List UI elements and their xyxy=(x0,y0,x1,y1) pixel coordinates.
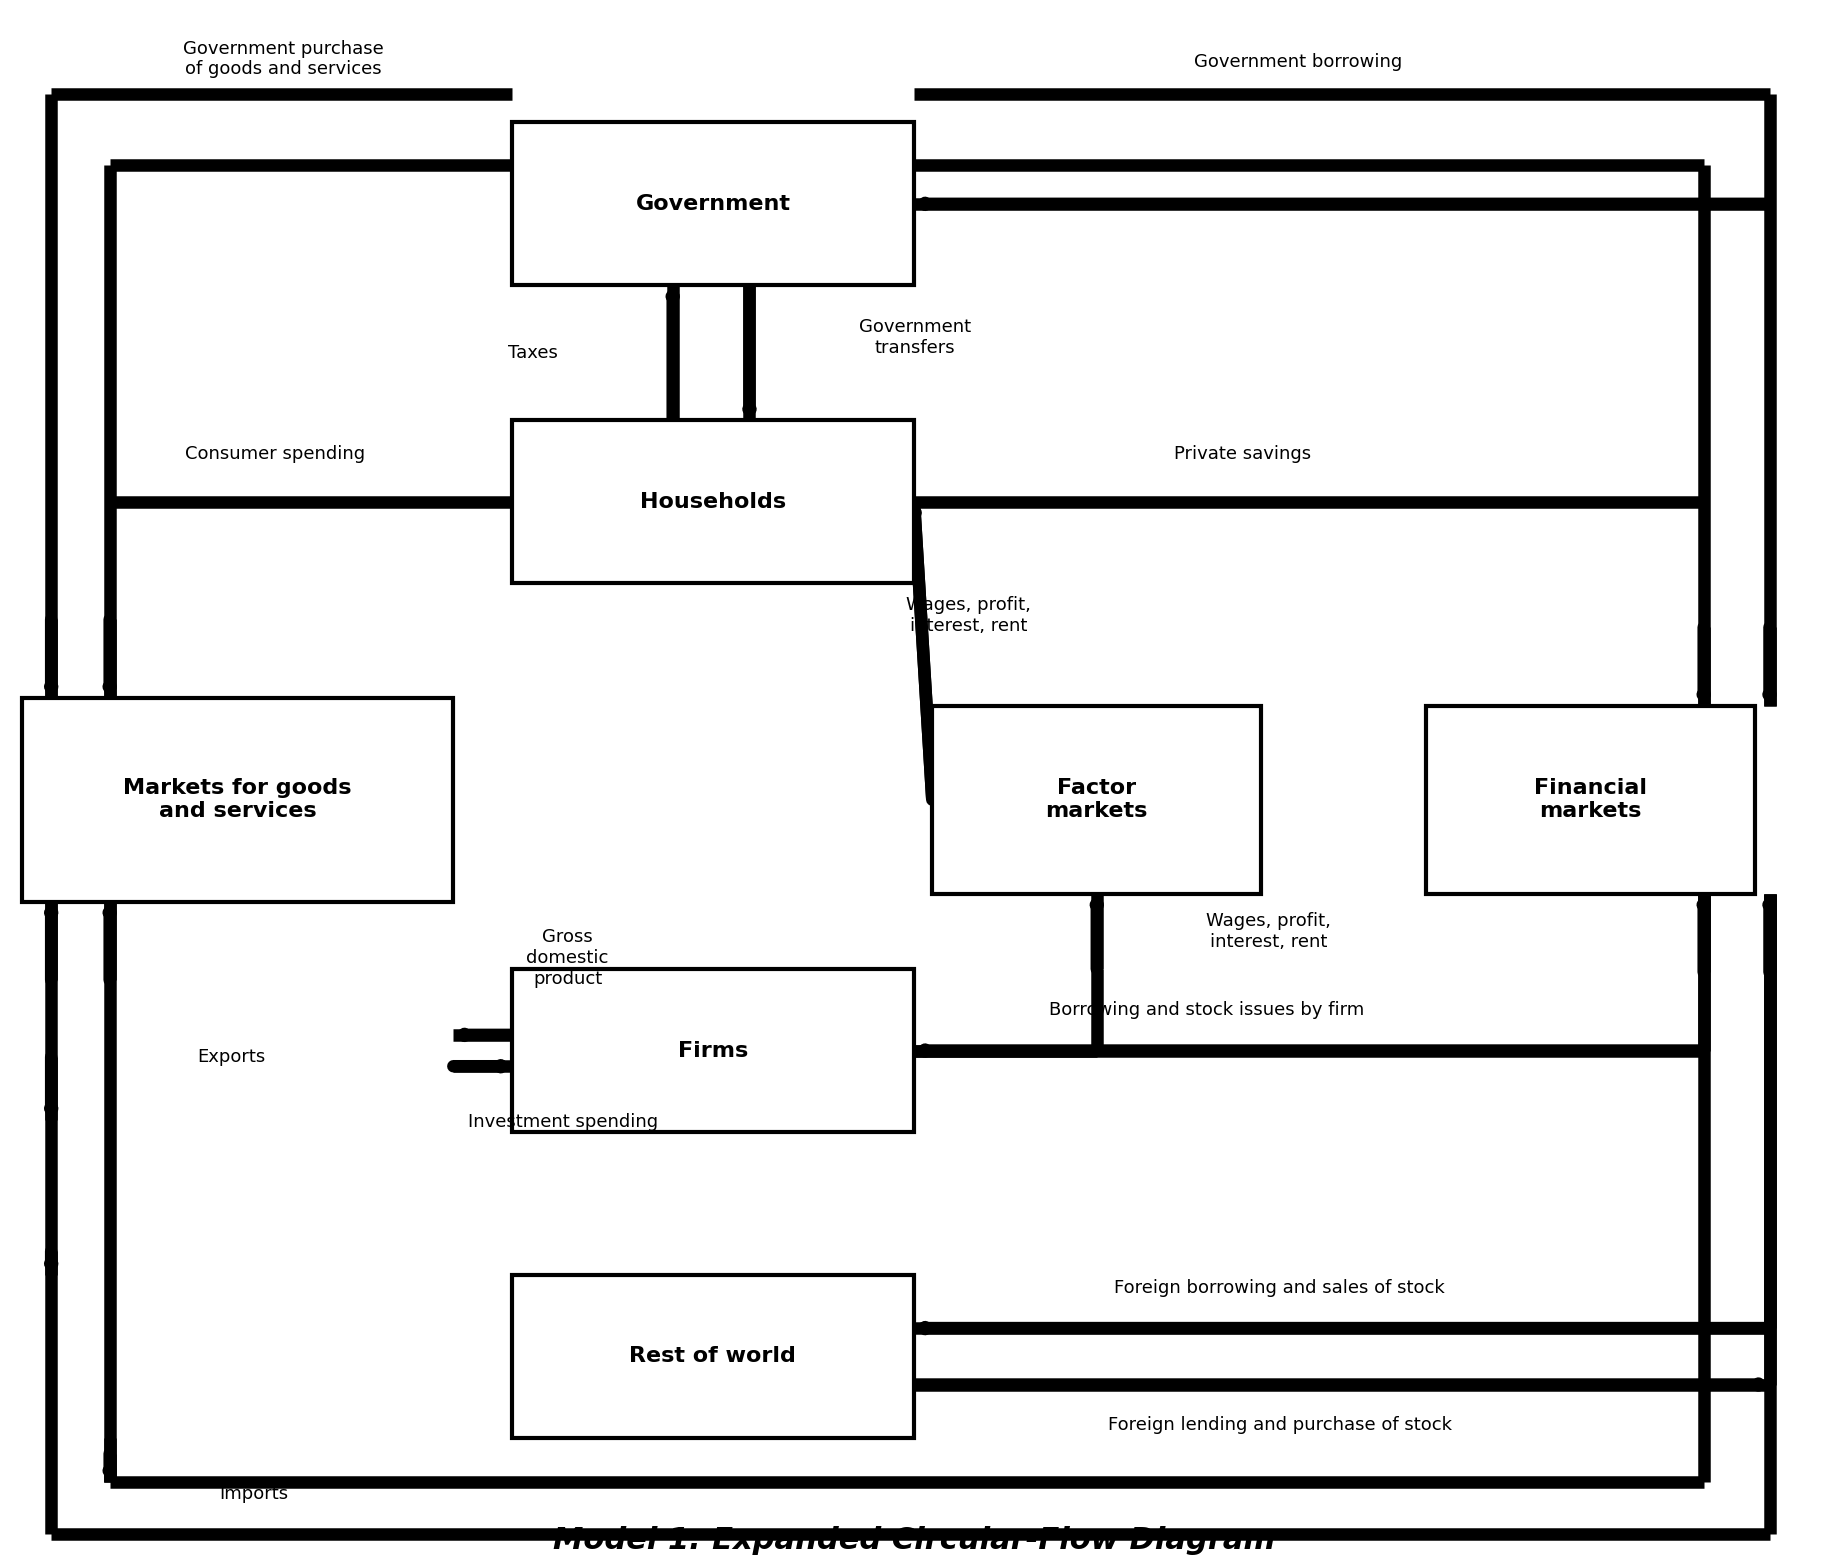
Text: Gross
domestic
product: Gross domestic product xyxy=(526,928,609,988)
Text: Wages, profit,
interest, rent: Wages, profit, interest, rent xyxy=(1206,913,1331,950)
Text: Households: Households xyxy=(640,492,786,511)
FancyBboxPatch shape xyxy=(22,698,453,902)
Text: Markets for goods
and services: Markets for goods and services xyxy=(124,778,351,822)
Text: Rest of world: Rest of world xyxy=(629,1347,797,1366)
Text: Consumer spending: Consumer spending xyxy=(185,445,366,463)
Text: Government borrowing: Government borrowing xyxy=(1194,53,1402,71)
Text: Investment spending: Investment spending xyxy=(468,1113,658,1131)
Text: Wages, profit,
interest, rent: Wages, profit, interest, rent xyxy=(907,596,1031,635)
Text: Borrowing and stock issues by firm: Borrowing and stock issues by firm xyxy=(1049,1002,1364,1019)
FancyBboxPatch shape xyxy=(1426,706,1755,894)
FancyBboxPatch shape xyxy=(512,969,914,1132)
Text: Taxes: Taxes xyxy=(508,343,558,362)
Text: Factor
markets: Factor markets xyxy=(1046,778,1148,822)
Text: Government: Government xyxy=(636,194,790,213)
Text: Model 1: Expanded Circular-Flow Diagram: Model 1: Expanded Circular-Flow Diagram xyxy=(552,1527,1276,1555)
FancyBboxPatch shape xyxy=(932,706,1261,894)
Text: Financial
markets: Financial markets xyxy=(1534,778,1647,822)
FancyBboxPatch shape xyxy=(512,1275,914,1438)
FancyBboxPatch shape xyxy=(512,122,914,285)
Text: Government
transfers: Government transfers xyxy=(859,318,971,356)
Text: Foreign lending and purchase of stock: Foreign lending and purchase of stock xyxy=(1108,1416,1451,1433)
Text: Exports: Exports xyxy=(197,1047,265,1066)
Text: Private savings: Private savings xyxy=(1174,445,1313,463)
FancyBboxPatch shape xyxy=(512,420,914,583)
Text: Foreign borrowing and sales of stock: Foreign borrowing and sales of stock xyxy=(1115,1279,1444,1297)
Text: Firms: Firms xyxy=(678,1041,748,1060)
Text: Imports: Imports xyxy=(219,1485,289,1502)
Text: Government purchase
of goods and services: Government purchase of goods and service… xyxy=(183,39,384,78)
